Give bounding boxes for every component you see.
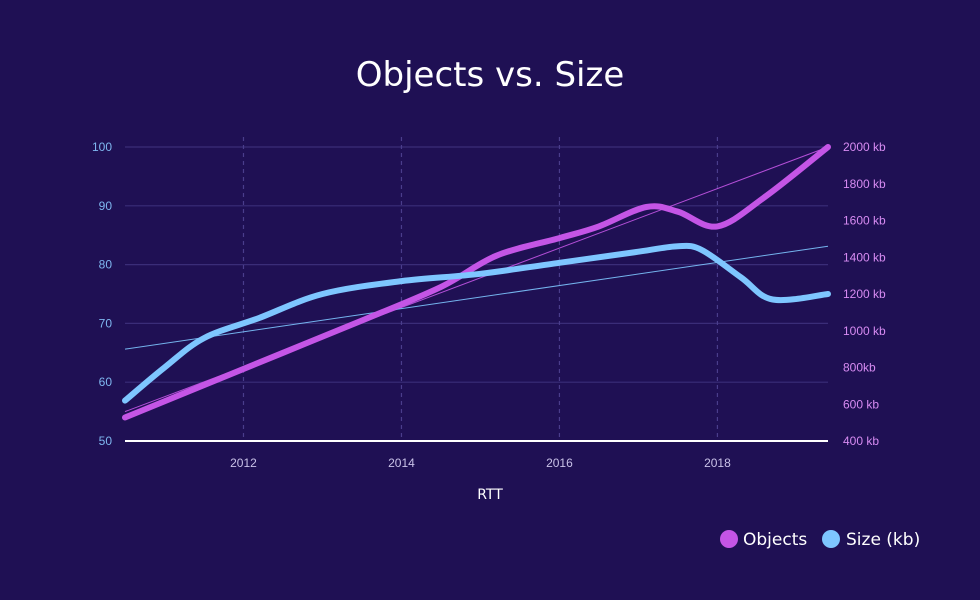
y-right-tick-label: 1400 kb — [843, 250, 886, 264]
x-tick-label: 2018 — [704, 456, 731, 470]
y-right-tick-label: 800kb — [843, 361, 876, 375]
y-left-tick-label: 50 — [99, 434, 113, 448]
legend: Objects Size (kb) — [720, 530, 920, 550]
y-right-tick-label: 1000 kb — [843, 324, 886, 338]
legend-swatch-objects — [720, 530, 738, 548]
axes: 100 90 80 70 60 50 2000 kb 1800 kb 1600 kb 1400 k… — [92, 140, 886, 470]
y-right-tick-label: 1200 kb — [843, 287, 886, 301]
y-left-tick-label: 70 — [99, 316, 113, 330]
x-tick-label: 2016 — [546, 456, 573, 470]
grid — [125, 137, 828, 441]
legend-swatch-size — [822, 530, 840, 548]
x-tick-label: 2014 — [388, 456, 415, 470]
y-left-tick-label: 90 — [99, 199, 113, 213]
y-right-tick-label: 1800 kb — [843, 177, 886, 191]
series-line-size — [122, 242, 831, 404]
legend-label-size: Size (kb) — [846, 530, 920, 550]
legend-item-objects[interactable]: Objects — [720, 530, 807, 550]
series-lines — [122, 144, 831, 421]
y-left-tick-label: 80 — [99, 258, 113, 272]
trendline-size — [124, 245, 829, 350]
legend-label-objects: Objects — [743, 530, 807, 550]
x-tick-label: 2012 — [230, 456, 257, 470]
y-right-tick-label: 600 kb — [843, 397, 879, 411]
x-axis-label: RTT — [477, 487, 503, 503]
y-left-tick-label: 100 — [92, 140, 112, 154]
y-left-tick-label: 60 — [99, 375, 113, 389]
legend-item-size[interactable]: Size (kb) — [822, 530, 920, 550]
chart-title: Objects vs. Size — [356, 55, 625, 95]
y-right-tick-label: 400 kb — [843, 434, 879, 448]
series-line-objects — [122, 144, 831, 421]
y-right-tick-label: 2000 kb — [843, 140, 886, 154]
y-right-tick-label: 1600 kb — [843, 214, 886, 228]
